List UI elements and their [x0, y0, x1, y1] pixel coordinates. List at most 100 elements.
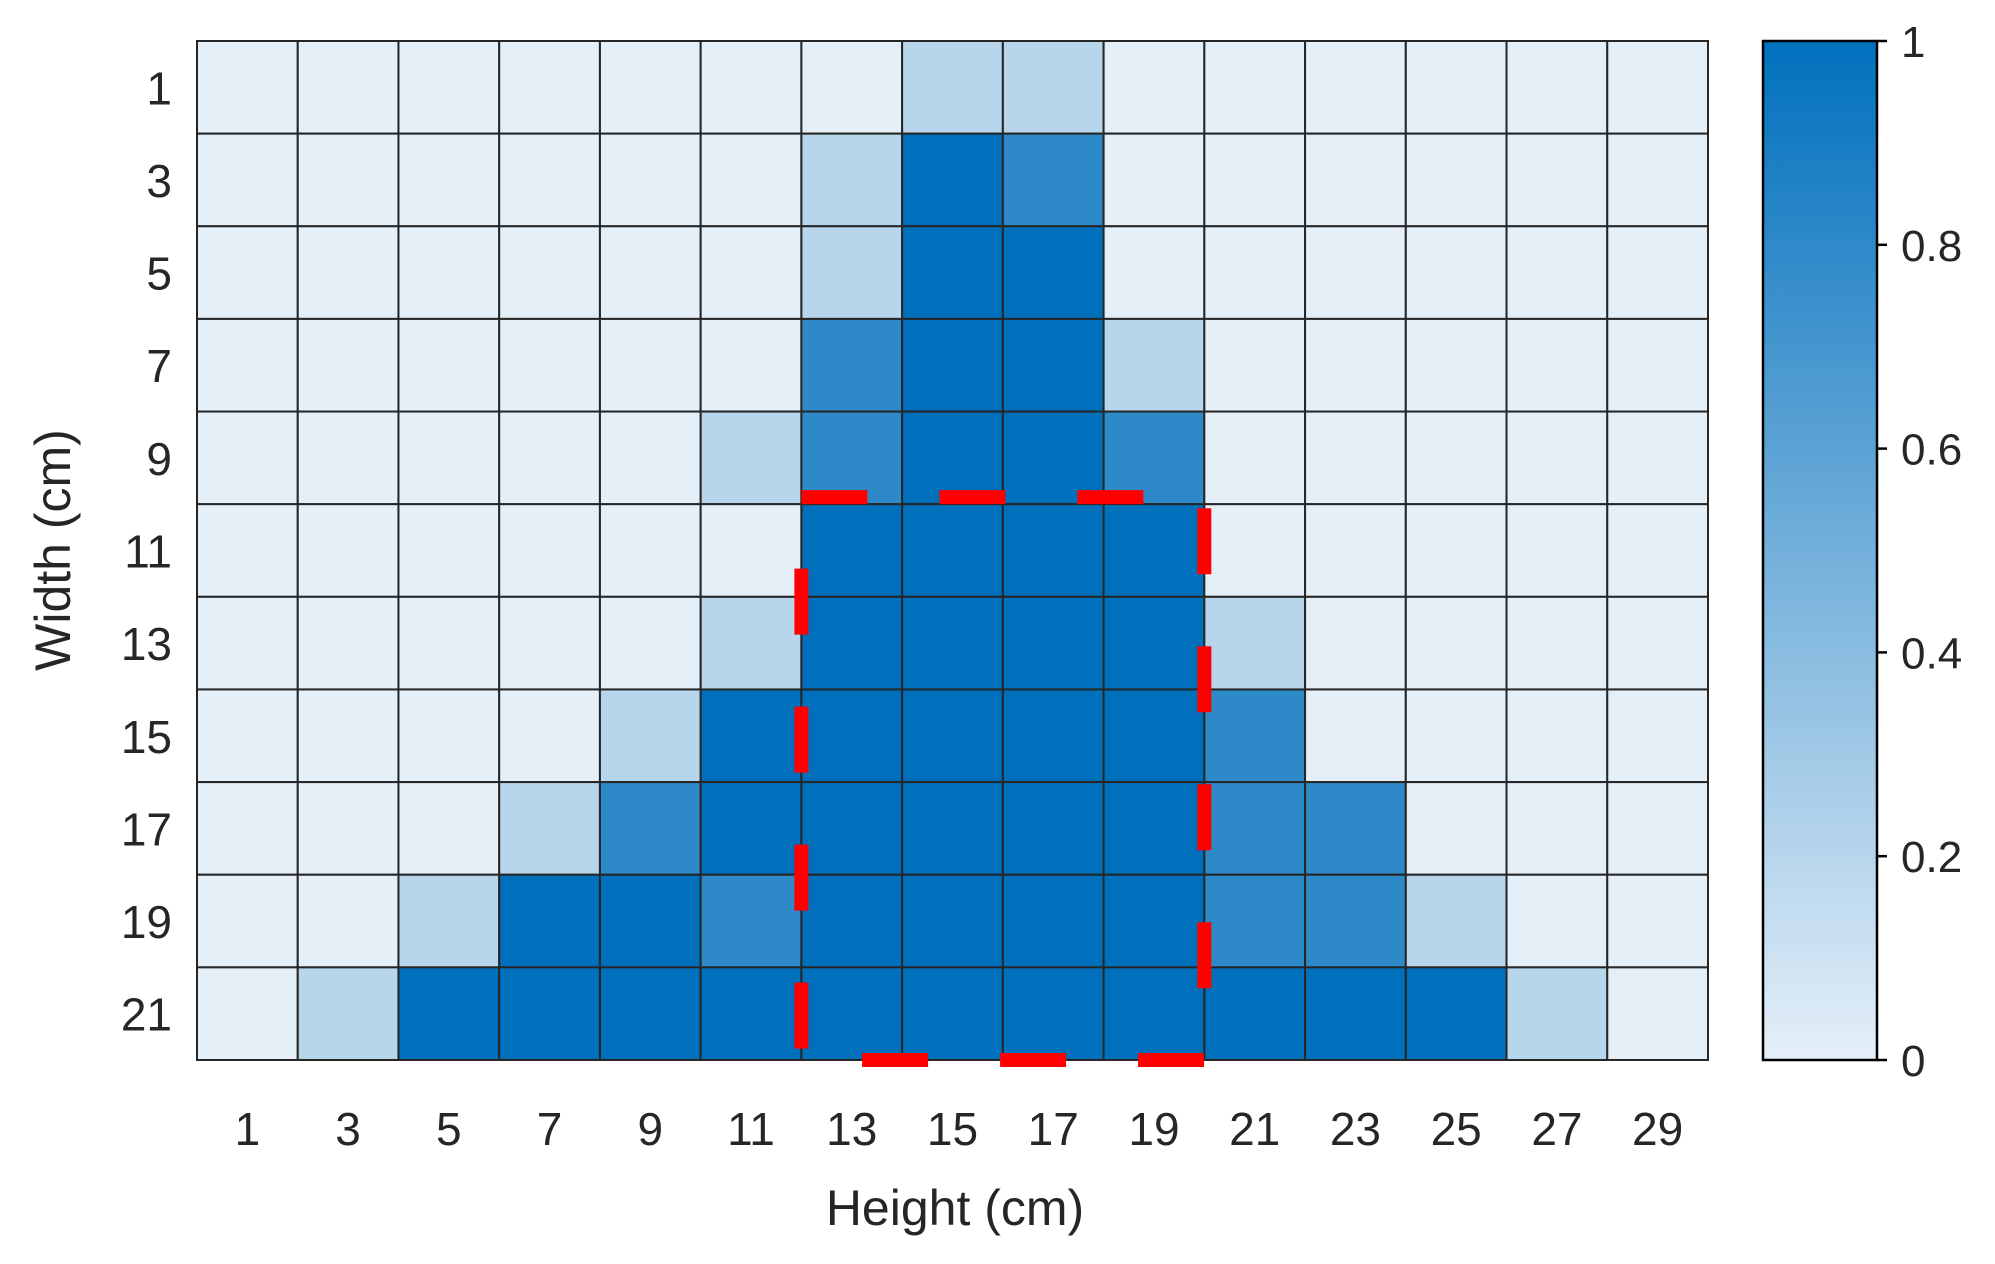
heatmap-cell-r3-c7 [800, 225, 904, 320]
heatmap-cell-r5-c2 [296, 410, 400, 506]
y-axis-label: Width (cm) [25, 429, 81, 671]
heatmap-cell-r8-c5 [598, 688, 702, 784]
heatmap-cell-r1-c7 [800, 40, 904, 135]
heatmap-cell-r8-c6 [699, 688, 803, 784]
heatmap-cell-r8-c11 [1203, 688, 1307, 784]
colorbar-tick-label: 0.2 [1901, 833, 1962, 882]
heatmap-cell-r9-c14 [1505, 781, 1609, 876]
heatmap-cell-r5-c5 [598, 410, 702, 506]
y-tick-label: 17 [121, 803, 172, 855]
heatmap-cell-r1-c8 [901, 40, 1004, 135]
heatmap-cell-r7-c15 [1606, 595, 1710, 691]
heatmap-cell-r11-c12 [1304, 966, 1407, 1062]
colorbar-gradient [1761, 39, 1879, 1062]
heatmap-cell-r4-c9 [1001, 317, 1105, 413]
heatmap-cell-r11-c2 [296, 966, 400, 1062]
heatmap-cell-r3-c9 [1001, 225, 1105, 320]
heatmap-cell-r9-c6 [699, 781, 803, 876]
heatmap-cell-r4-c11 [1203, 317, 1307, 413]
colorbar: 0 0.2 0.4 0.6 0.8 1 [1761, 18, 1962, 1086]
heatmap-cell-r11-c10 [1102, 966, 1206, 1062]
heatmap-cell-r8-c8 [901, 688, 1004, 784]
heatmap-cell-r6-c5 [598, 503, 702, 598]
heatmap-cell-r2-c9 [1001, 132, 1105, 228]
heatmap-cell-r9-c12 [1304, 781, 1407, 876]
heatmap-cell-r1-c12 [1304, 40, 1407, 135]
heatmap-cell-r3-c5 [598, 225, 702, 320]
heatmap-cell-r9-c5 [598, 781, 702, 876]
colorbar-tick-label: 0.8 [1901, 222, 1962, 271]
heatmap-cell-r5-c1 [196, 410, 299, 506]
heatmap-cell-r8-c7 [800, 688, 904, 784]
x-tick-label: 1 [235, 1103, 261, 1155]
heatmap-cell-r1-c15 [1606, 40, 1710, 135]
heatmap-cell-r1-c2 [296, 40, 400, 135]
heatmap-cell-r1-c4 [498, 40, 601, 135]
heatmap-cell-r6-c13 [1404, 503, 1508, 598]
heatmap-cell-r9-c10 [1102, 781, 1206, 876]
heatmap-cell-r11-c14 [1505, 966, 1609, 1062]
heatmap-cell-r4-c2 [296, 317, 400, 413]
heatmap-cell-r4-c6 [699, 317, 803, 413]
heatmap-cell-r1-c13 [1404, 40, 1508, 135]
heatmap-cell-r4-c15 [1606, 317, 1710, 413]
x-tick-label: 19 [1128, 1103, 1179, 1155]
heatmap-cell-r2-c2 [296, 132, 400, 228]
x-tick-label: 9 [638, 1103, 664, 1155]
heatmap-cell-r10-c4 [498, 873, 601, 969]
heatmap-cell-r9-c4 [498, 781, 601, 876]
heatmap-cell-r9-c15 [1606, 781, 1710, 876]
x-tick-label: 29 [1632, 1103, 1683, 1155]
heatmap-cell-r5-c8 [901, 410, 1004, 506]
heatmap-cell-r8-c9 [1001, 688, 1105, 784]
heatmap-cell-r6-c1 [196, 503, 299, 598]
y-tick-label: 1 [146, 62, 172, 114]
heatmap-cell-r10-c15 [1606, 873, 1710, 969]
heatmap-cell-r2-c11 [1203, 132, 1307, 228]
heatmap-cell-r3-c2 [296, 225, 400, 320]
heatmap-cell-r8-c2 [296, 688, 400, 784]
heatmap-cell-r3-c10 [1102, 225, 1206, 320]
y-tick-label: 7 [146, 340, 172, 392]
x-tick-label: 15 [927, 1103, 978, 1155]
heatmap-cell-r10-c11 [1203, 873, 1307, 969]
heatmap-cell-r6-c12 [1304, 503, 1407, 598]
heatmap-cell-r8-c4 [498, 688, 601, 784]
heatmap-cell-r2-c4 [498, 132, 601, 228]
heatmap-cell-r6-c6 [699, 503, 803, 598]
heatmap-cell-r2-c12 [1304, 132, 1407, 228]
heatmap-cell-r3-c4 [498, 225, 601, 320]
y-tick-label: 15 [121, 711, 172, 763]
heatmap-cell-r11-c15 [1606, 966, 1710, 1062]
heatmap-cell-r7-c11 [1203, 595, 1307, 691]
heatmap-cell-r3-c12 [1304, 225, 1407, 320]
heatmap-cells [196, 40, 1710, 1062]
heatmap-cell-r5-c15 [1606, 410, 1710, 506]
heatmap-cell-r11-c5 [598, 966, 702, 1062]
x-axis-ticks: 1 3 5 7 9 11 13 15 17 19 21 23 25 27 29 [235, 1103, 1684, 1155]
x-tick-label: 11 [727, 1103, 775, 1155]
heatmap-cell-r1-c10 [1102, 40, 1206, 135]
highlight-region [794, 490, 1212, 1067]
heatmap-cell-r4-c3 [397, 317, 501, 413]
heatmap-cell-r3-c14 [1505, 225, 1609, 320]
heatmap-cell-r6-c2 [296, 503, 400, 598]
heatmap-cell-r9-c3 [397, 781, 501, 876]
heatmap-cell-r5-c11 [1203, 410, 1307, 506]
highlight-dashed-box [794, 490, 1212, 1067]
x-tick-label: 21 [1229, 1103, 1280, 1155]
heatmap-cell-r8-c15 [1606, 688, 1710, 784]
heatmap-cell-r10-c5 [598, 873, 702, 969]
heatmap-cell-r10-c10 [1102, 873, 1206, 969]
x-tick-label: 13 [826, 1103, 877, 1155]
heatmap-cell-r2-c6 [699, 132, 803, 228]
heatmap-cell-r10-c8 [901, 873, 1004, 969]
x-tick-label: 25 [1431, 1103, 1482, 1155]
heatmap-cell-r7-c10 [1102, 595, 1206, 691]
heatmap-cell-r10-c1 [196, 873, 299, 969]
y-tick-label: 5 [146, 248, 172, 300]
heatmap-cell-r10-c12 [1304, 873, 1407, 969]
